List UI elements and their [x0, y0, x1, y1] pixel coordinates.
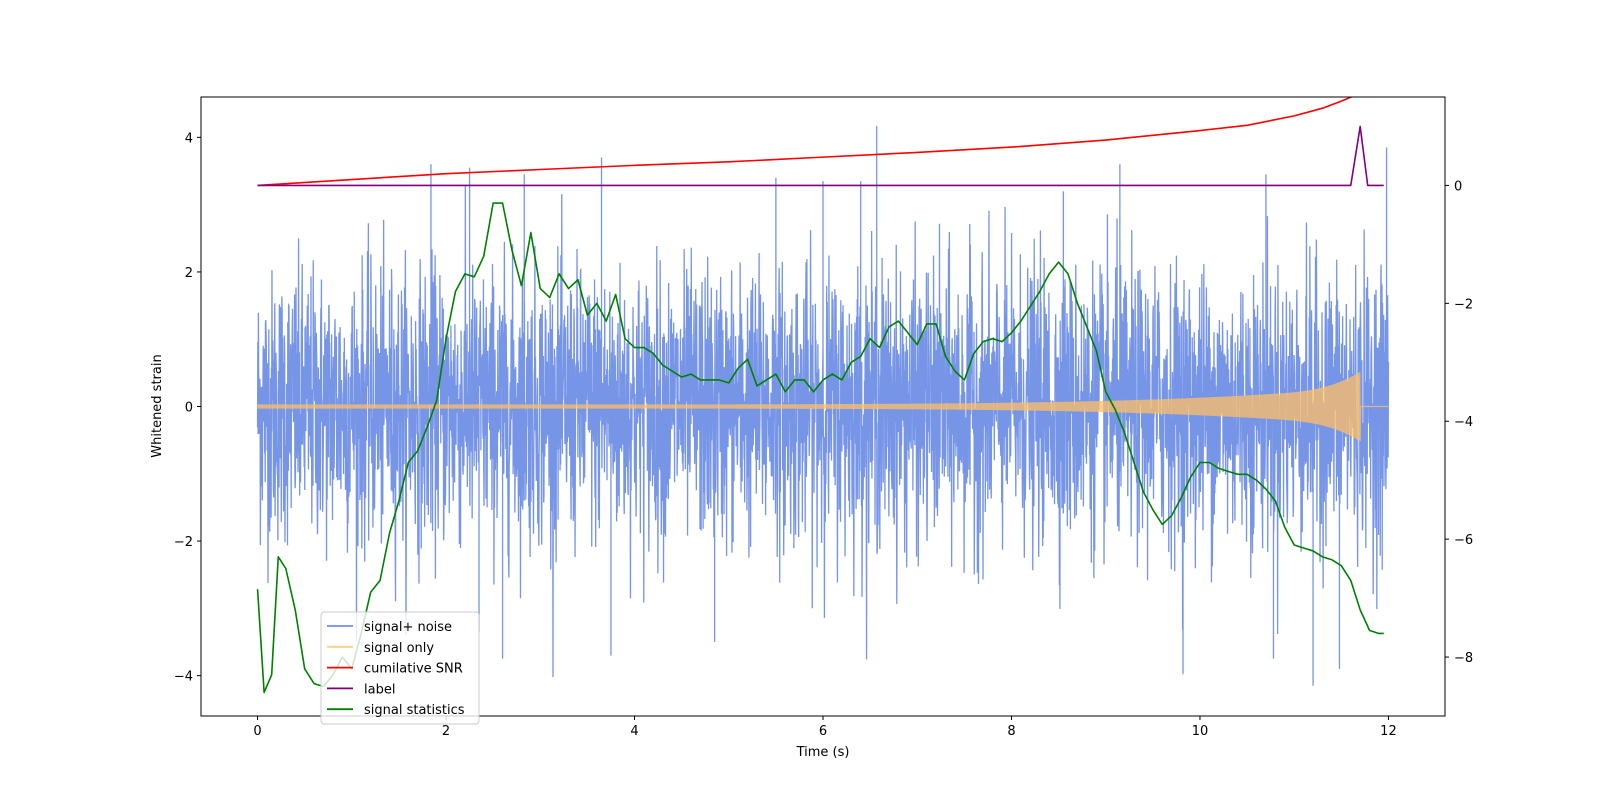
x-axis-label: Time (s) — [796, 745, 850, 760]
legend-label: signal statistics — [364, 703, 465, 718]
series-layer — [256, 97, 1390, 694]
legend-label: signal only — [364, 641, 434, 656]
x-tick-label: 6 — [819, 724, 827, 739]
y2-tick-label: −4 — [1454, 415, 1473, 430]
y2-tick-label: −2 — [1454, 297, 1473, 312]
legend-box — [320, 611, 480, 725]
y-axis-label: Whitened strain — [150, 354, 165, 457]
y-tick-label: −4 — [174, 670, 193, 685]
y2-tick-label: −6 — [1454, 533, 1473, 548]
series-cumulative-snr — [257, 97, 1354, 187]
x-tick-label: 8 — [1007, 724, 1015, 739]
y-tick-label: 0 — [185, 401, 193, 416]
series-signal-only — [256, 372, 1389, 442]
x-tick-label: 4 — [630, 724, 638, 739]
y2-tick-label: −8 — [1454, 651, 1473, 666]
series-signal-noise — [256, 125, 1390, 686]
legend-label: cumilative SNR — [364, 662, 463, 677]
series-signal-statistics — [256, 202, 1384, 694]
series-label — [257, 125, 1384, 187]
y2-tick-label: 0 — [1454, 179, 1462, 194]
x-tick-label: 0 — [253, 724, 261, 739]
axes-layer: 0 2 4 6 8 10 12 −4 −2 0 2 4 −8 −6 −4 −2 0 — [174, 131, 1473, 739]
y-tick-label: 2 — [185, 266, 193, 281]
x-tick-label: 12 — [1380, 724, 1397, 739]
y-tick-label: 4 — [185, 131, 193, 146]
x-tick-label: 2 — [442, 724, 450, 739]
legend-label: signal+ noise — [364, 620, 452, 635]
legend-label: label — [364, 682, 395, 697]
x-tick-label: 10 — [1192, 724, 1209, 739]
y-tick-label: −2 — [174, 535, 193, 550]
legend: signal+ noise signal only cumilative SNR la… — [320, 611, 480, 725]
